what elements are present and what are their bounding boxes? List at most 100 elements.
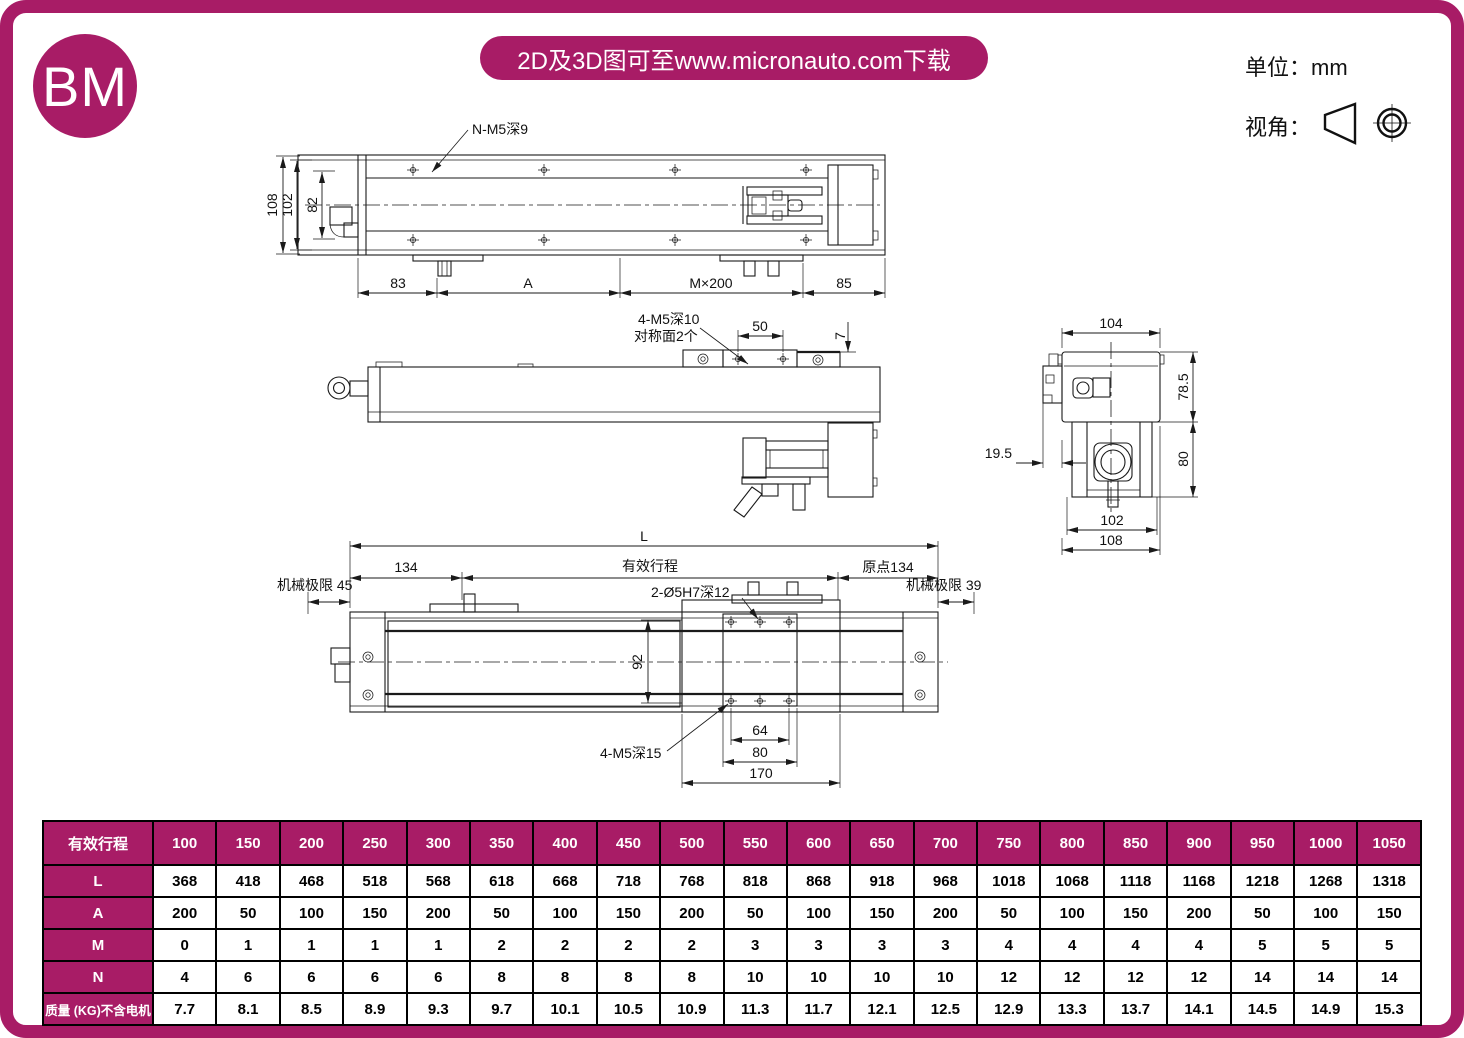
- stroke-header-cell: 250: [342, 820, 408, 866]
- value-cell: 2: [659, 928, 725, 962]
- value-cell: 518: [342, 864, 408, 898]
- cone-projection-icon: [1323, 102, 1357, 145]
- stroke-header-cell: 1050: [1356, 820, 1422, 866]
- top-view-drawing: 108 102 82 83 A M×200 85 N-M5深9: [264, 121, 886, 298]
- value-cell: 8: [595, 960, 662, 994]
- value-cell: 618: [468, 864, 535, 898]
- value-cell: 200: [659, 896, 725, 930]
- dim-170: 170: [749, 765, 773, 781]
- dim-104: 104: [1099, 315, 1123, 331]
- value-cell: 1218: [1229, 864, 1296, 898]
- value-cell: 768: [659, 864, 725, 898]
- value-cell: 4: [1102, 928, 1169, 962]
- stroke-header-cell: 500: [659, 820, 725, 866]
- value-cell: 6: [342, 960, 408, 994]
- dowel-hole-note: 2-Ø5H7深12: [651, 584, 730, 600]
- value-cell: 50: [215, 896, 281, 930]
- value-cell: 50: [1229, 896, 1296, 930]
- dim-50: 50: [752, 318, 768, 334]
- spec-table: 有效行程 100 150 200 250 300 350 400 450 500 550 600 650…: [42, 820, 1422, 1026]
- value-cell: 12.1: [849, 992, 915, 1026]
- dim-78-5: 78.5: [1175, 373, 1191, 400]
- value-cell: 3: [849, 928, 915, 962]
- value-cell: 150: [595, 896, 662, 930]
- value-cell: 100: [785, 896, 852, 930]
- value-cell: 1068: [1039, 864, 1105, 898]
- value-cell: 8: [532, 960, 598, 994]
- value-cell: 718: [595, 864, 662, 898]
- value-cell: 0: [151, 928, 218, 962]
- value-cell: 11.3: [722, 992, 788, 1026]
- stroke-header-cell: 550: [722, 820, 788, 866]
- value-cell: 200: [912, 896, 979, 930]
- stroke-header-cell: 1000: [1293, 820, 1359, 866]
- value-cell: 11.7: [785, 992, 852, 1026]
- value-cell: 200: [1166, 896, 1232, 930]
- download-banner: 2D及3D图可至www.micronauto.com下载: [480, 36, 988, 80]
- value-cell: 968: [912, 864, 979, 898]
- value-cell: 918: [849, 864, 915, 898]
- projection-symbols: [1323, 102, 1411, 145]
- stroke-header-cell: 900: [1166, 820, 1232, 866]
- value-cell: 568: [405, 864, 471, 898]
- value-cell: 1: [215, 928, 281, 962]
- stroke-header-cell: 800: [1039, 820, 1105, 866]
- view-angle-label: 视角：: [1245, 115, 1312, 140]
- value-cell: 5: [1229, 928, 1296, 962]
- thread-note-top: N-M5深9: [472, 121, 528, 137]
- stroke-header-cell: 450: [595, 820, 662, 866]
- stroke-header-cell: 100: [151, 820, 218, 866]
- stroke-header-cell: 850: [1102, 820, 1169, 866]
- value-cell: 4: [151, 960, 218, 994]
- stroke-header-cell: 600: [785, 820, 852, 866]
- value-cell: 14.9: [1293, 992, 1359, 1026]
- table-row: A 200 50 100 150 200 50 100 150 200 50 100 150 200 50 1…: [42, 896, 1422, 930]
- effective-stroke-label: 有效行程: [622, 558, 678, 574]
- value-cell: 200: [405, 896, 471, 930]
- value-cell: 2: [595, 928, 662, 962]
- value-cell: 12: [1102, 960, 1169, 994]
- value-cell: 12.9: [976, 992, 1042, 1026]
- value-cell: 8.1: [215, 992, 281, 1026]
- value-cell: 100: [278, 896, 345, 930]
- brand-logo: BM: [33, 34, 137, 138]
- stroke-header-cell: 400: [532, 820, 598, 866]
- dim-64: 64: [752, 722, 768, 738]
- value-cell: 14.5: [1229, 992, 1296, 1026]
- value-cell: 10.5: [595, 992, 662, 1026]
- value-cell: 14: [1293, 960, 1359, 994]
- stroke-header-cell: 200: [278, 820, 345, 866]
- thread-note-bottom: 4-M5深15: [600, 745, 662, 761]
- value-cell: 10: [849, 960, 915, 994]
- row-label: 质量 (KG)不含电机: [42, 992, 154, 1026]
- value-cell: 4: [976, 928, 1042, 962]
- value-cell: 10: [722, 960, 788, 994]
- value-cell: 100: [1039, 896, 1105, 930]
- row-label: 有效行程: [42, 820, 154, 866]
- dim-Mx200: M×200: [689, 275, 732, 291]
- value-cell: 14: [1356, 960, 1422, 994]
- value-cell: 9.7: [468, 992, 535, 1026]
- value-cell: 12: [976, 960, 1042, 994]
- mech-limit-right: 机械极限 39: [906, 577, 982, 593]
- value-cell: 100: [1293, 896, 1359, 930]
- value-cell: 2: [532, 928, 598, 962]
- value-cell: 5: [1356, 928, 1422, 962]
- value-cell: 3: [722, 928, 788, 962]
- dim-82: 82: [304, 197, 320, 213]
- value-cell: 8: [468, 960, 535, 994]
- stroke-header-cell: 650: [849, 820, 915, 866]
- value-cell: 8.5: [278, 992, 345, 1026]
- value-cell: 1: [342, 928, 408, 962]
- stroke-header-cell: 950: [1229, 820, 1296, 866]
- value-cell: 1118: [1102, 864, 1169, 898]
- row-label: L: [42, 864, 154, 898]
- dim-A: A: [523, 275, 533, 291]
- technical-drawings: 108 102 82 83 A M×200 85 N-M5深9: [264, 121, 1198, 788]
- dim-102: 102: [279, 193, 295, 217]
- value-cell: 6: [278, 960, 345, 994]
- value-cell: 6: [405, 960, 471, 994]
- value-cell: 15.3: [1356, 992, 1422, 1026]
- value-cell: 418: [215, 864, 281, 898]
